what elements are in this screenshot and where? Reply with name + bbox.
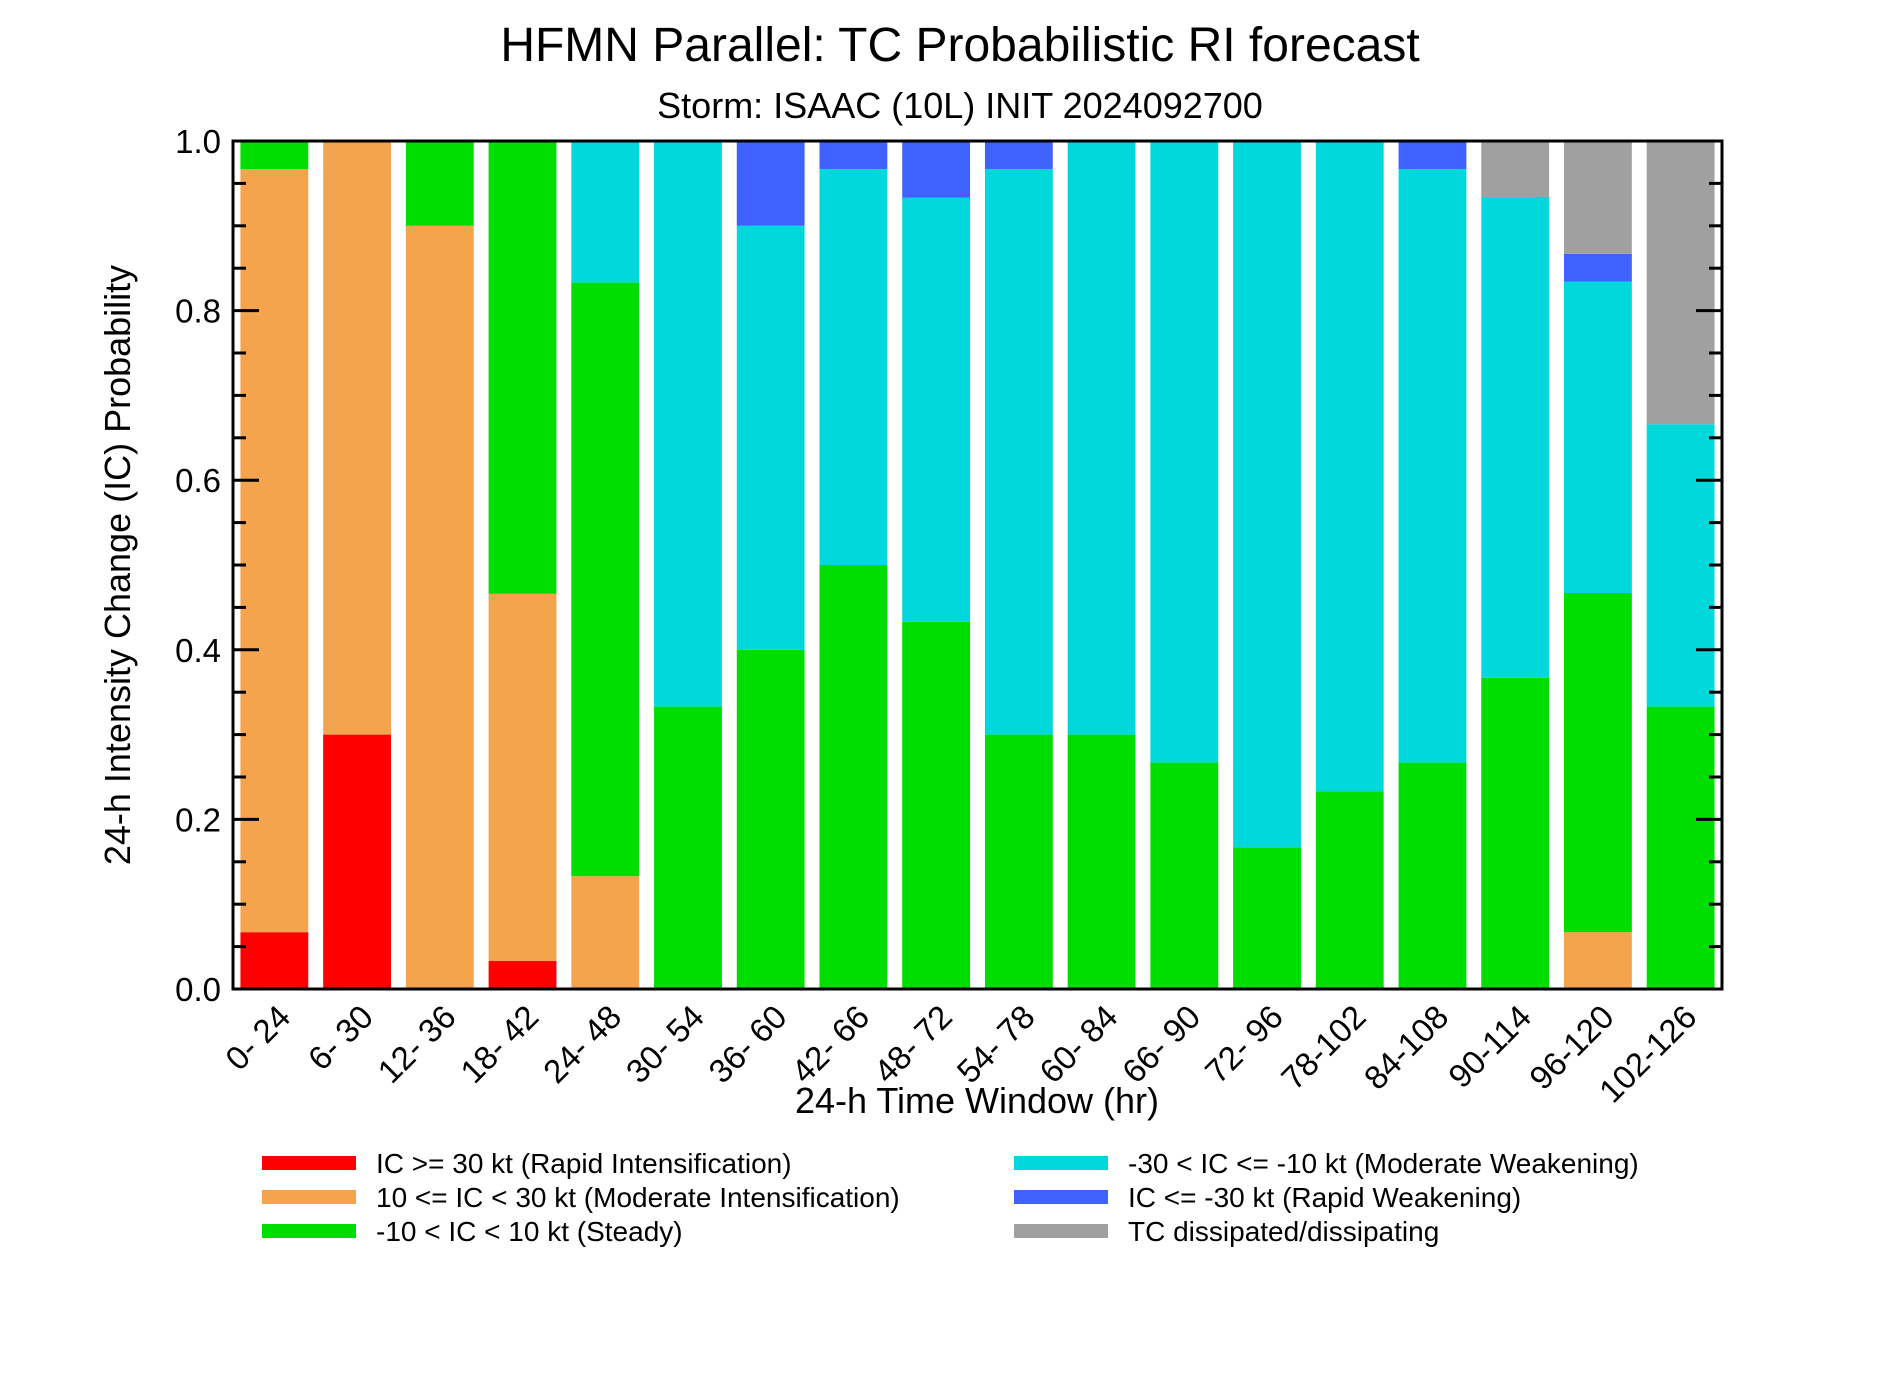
x-tick-label: 18- 42 [453, 998, 545, 1090]
bar-segment-11-2 [1150, 762, 1219, 989]
bar-segment-8-2 [902, 621, 971, 989]
y-tick-label: 0.8 [175, 293, 221, 330]
legend-swatch [262, 1224, 356, 1238]
bar-segment-16-5 [1564, 141, 1632, 254]
bar-segment-5-3 [654, 141, 722, 707]
bar-segment-6-3 [736, 225, 805, 650]
bar-segment-14-3 [1398, 168, 1467, 763]
bar-segment-16-4 [1564, 253, 1632, 282]
legend-swatch [1014, 1156, 1108, 1170]
bar-segment-6-4 [736, 141, 805, 226]
bar-segment-14-2 [1398, 762, 1467, 989]
chart-subtitle: Storm: ISAAC (10L) INIT 2024092700 [657, 85, 1263, 126]
x-tick-label: 0- 24 [218, 998, 297, 1077]
bar-segment-15-2 [1481, 677, 1550, 989]
bar-segment-0-2 [240, 141, 309, 169]
y-axis-label: 24-h Intensity Change (IC) Probability [97, 265, 138, 865]
y-tick-label: 0.6 [175, 462, 221, 499]
bar-segment-1-0 [323, 734, 391, 989]
legend-label: 10 <= IC < 30 kt (Moderate Intensificati… [376, 1182, 900, 1213]
bar-segment-8-3 [902, 197, 971, 622]
legend: IC >= 30 kt (Rapid Intensification)10 <=… [262, 1148, 1639, 1247]
x-tick-label: 42- 66 [784, 998, 876, 1090]
bar-segment-14-4 [1398, 141, 1467, 169]
bar-segment-9-2 [984, 734, 1053, 989]
legend-swatch [1014, 1190, 1108, 1204]
bar-segment-9-3 [984, 168, 1053, 735]
bar-segment-15-3 [1481, 196, 1550, 678]
y-tick-label: 0.2 [175, 801, 221, 838]
plot-frame [231, 139, 1724, 991]
bar-segment-0-1 [240, 168, 309, 933]
x-tick-label: 54- 78 [950, 998, 1042, 1090]
bar-segment-8-4 [902, 141, 971, 198]
bar-segment-7-2 [819, 565, 888, 989]
legend-label: IC <= -30 kt (Rapid Weakening) [1128, 1182, 1521, 1213]
legend-label: -10 < IC < 10 kt (Steady) [376, 1216, 683, 1247]
bar-segment-17-5 [1646, 141, 1715, 425]
bar-segment-5-2 [654, 706, 722, 989]
legend-label: IC >= 30 kt (Rapid Intensification) [376, 1148, 792, 1179]
x-tick-label: 6- 30 [301, 998, 380, 1077]
bar-segment-11-3 [1150, 141, 1219, 763]
chart-title: HFMN Parallel: TC Probabilistic RI forec… [500, 19, 1419, 72]
bar-segment-2-2 [405, 141, 474, 226]
bar-segment-1-1 [323, 141, 391, 735]
y-tick-label: 0.0 [175, 971, 221, 1008]
bar-segment-3-1 [488, 593, 557, 962]
bar-segment-15-5 [1481, 141, 1550, 197]
bars-layer [240, 141, 1715, 990]
x-axis-label: 24-h Time Window (hr) [795, 1080, 1159, 1121]
bar-segment-17-2 [1646, 706, 1715, 989]
bar-segment-12-3 [1233, 141, 1301, 848]
bar-segment-16-3 [1564, 281, 1632, 593]
bar-segment-13-2 [1315, 791, 1384, 989]
bar-segment-10-2 [1067, 734, 1136, 989]
x-tick-label: 66- 90 [1115, 998, 1207, 1090]
x-tick-label: 72- 96 [1198, 998, 1290, 1090]
x-tick-label: 12- 36 [370, 998, 462, 1090]
y-tick-label: 1.0 [175, 123, 221, 160]
bar-segment-0-0 [240, 932, 309, 989]
legend-swatch [1014, 1224, 1108, 1238]
bar-segment-4-3 [571, 141, 640, 283]
legend-label: -30 < IC <= -10 kt (Moderate Weakening) [1128, 1148, 1639, 1179]
bar-segment-12-2 [1233, 847, 1301, 989]
x-tick-label: 60- 84 [1032, 998, 1124, 1090]
bar-segment-13-3 [1315, 141, 1384, 792]
y-tick-label: 0.4 [175, 632, 221, 669]
x-tick-label: 24- 48 [536, 998, 628, 1090]
bar-segment-6-2 [736, 649, 805, 989]
x-tick-label: 36- 60 [701, 998, 793, 1090]
bar-segment-7-3 [819, 168, 888, 566]
x-tick-label: 48- 72 [867, 998, 959, 1090]
ticks-layer [233, 139, 1722, 991]
legend-swatch [262, 1190, 356, 1204]
bar-segment-7-4 [819, 141, 888, 169]
bar-segment-16-2 [1564, 592, 1632, 933]
x-tick-label: 78-102 [1274, 998, 1373, 1097]
y-tick-labels: 0.0 0.2 0.4 0.6 0.8 1.0 [175, 123, 221, 1008]
bar-segment-17-3 [1646, 424, 1715, 707]
x-tick-label: 90-114 [1441, 998, 1538, 1095]
legend-label: TC dissipated/dissipating [1128, 1216, 1439, 1247]
bar-segment-2-1 [405, 225, 474, 990]
bar-segment-3-2 [488, 141, 557, 594]
x-tick-label: 30- 54 [619, 998, 711, 1090]
legend-swatch [262, 1156, 356, 1170]
bar-segment-4-1 [571, 876, 640, 989]
x-tick-label: 84-108 [1357, 998, 1456, 1097]
bar-segment-4-2 [571, 282, 640, 877]
bar-segment-9-4 [984, 141, 1053, 169]
bar-segment-10-3 [1067, 141, 1136, 735]
bar-segment-3-0 [488, 961, 557, 989]
bar-segment-16-1 [1564, 932, 1632, 989]
